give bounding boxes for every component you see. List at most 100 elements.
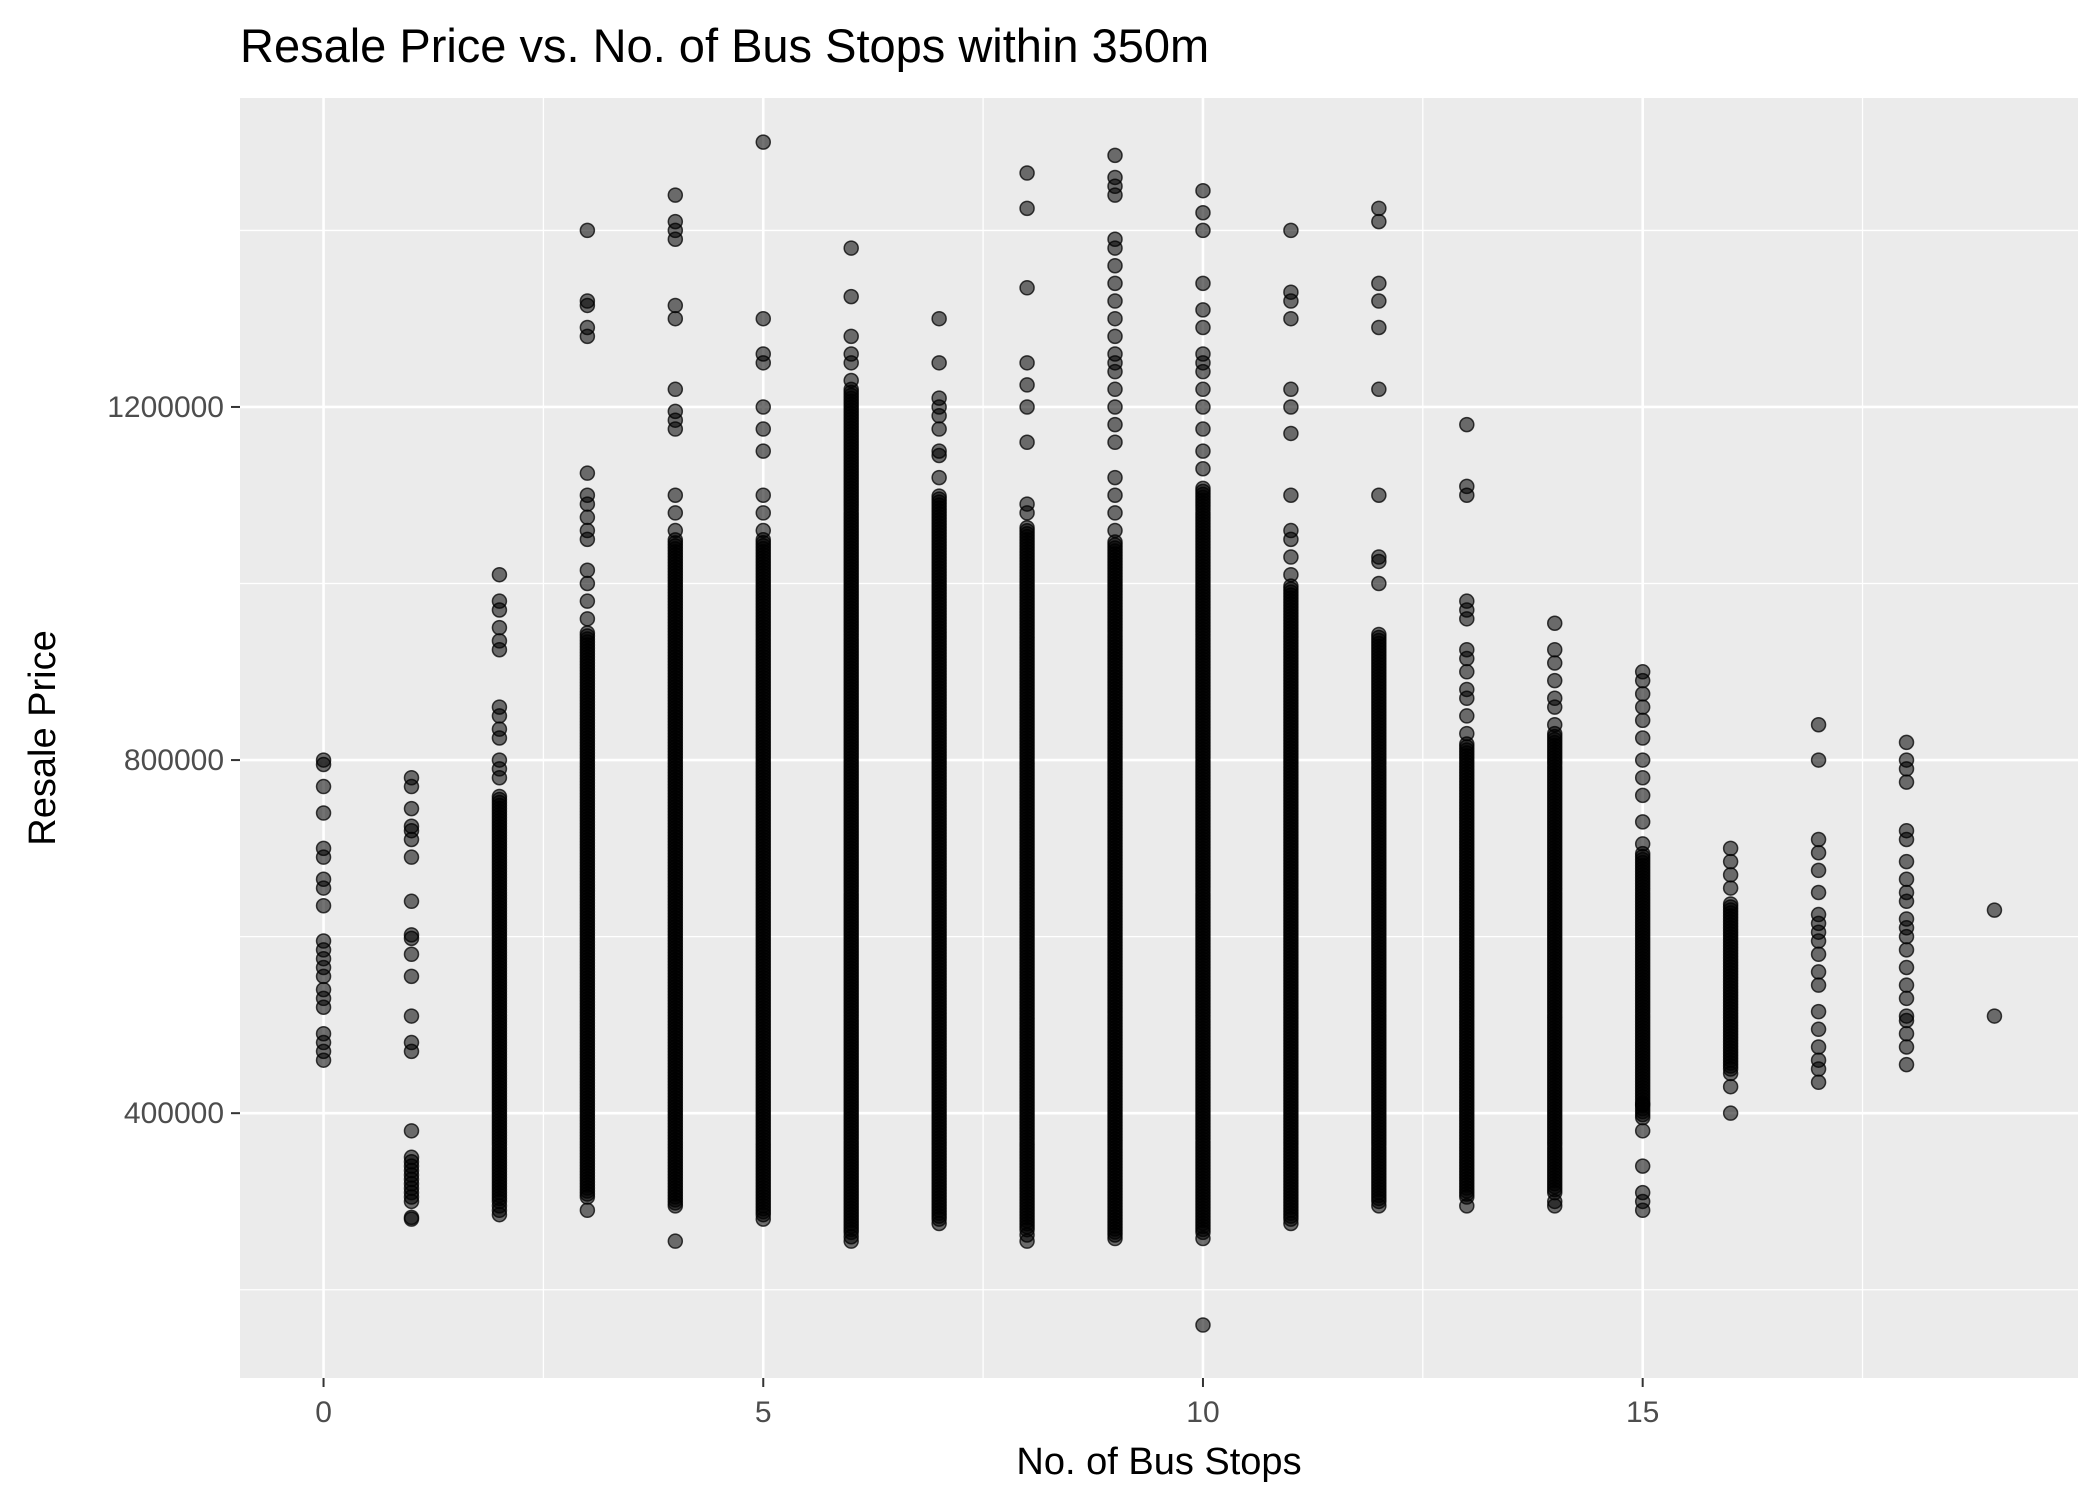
data-point (1107, 257, 1123, 274)
data-point (1898, 822, 1915, 839)
data-point (1019, 280, 1035, 296)
data-point (1634, 730, 1651, 746)
data-point (1722, 867, 1739, 883)
data-point (1459, 641, 1475, 658)
data-point (1371, 200, 1387, 217)
data-point (1986, 1008, 2003, 1024)
data-point (1107, 275, 1123, 292)
data-point (315, 981, 332, 998)
data-points (315, 134, 2003, 1333)
data-point (1810, 717, 1827, 733)
data-point (755, 505, 772, 521)
data-point (843, 372, 859, 389)
data-point (931, 421, 947, 437)
data-point (1107, 310, 1123, 327)
data-point (1634, 814, 1651, 830)
data-point (1898, 774, 1915, 790)
data-point (1371, 1198, 1387, 1214)
data-point (1810, 831, 1827, 848)
data-point (1107, 231, 1123, 247)
data-point (1459, 725, 1475, 742)
data-point (1898, 977, 1915, 993)
data-point (1019, 434, 1035, 451)
data-point (1107, 346, 1123, 362)
data-point (1195, 182, 1211, 199)
data-point (1283, 1215, 1299, 1232)
data-point (1634, 769, 1651, 786)
data-point (1459, 664, 1475, 680)
data-point (1283, 487, 1299, 503)
data-point (1722, 1065, 1739, 1082)
data-point (1634, 1123, 1651, 1139)
data-point (1898, 1025, 1915, 1042)
data-point (1898, 853, 1915, 870)
data-point (1898, 911, 1915, 927)
data-point (1722, 896, 1739, 912)
data-point (1986, 902, 2003, 918)
data-point (1371, 575, 1387, 592)
data-point (1195, 222, 1211, 239)
data-point (667, 213, 684, 230)
data-point (1283, 399, 1299, 415)
data-point (315, 752, 332, 768)
data-point (1283, 222, 1299, 239)
data-point (1634, 752, 1651, 768)
data-point (1546, 672, 1563, 689)
data-point (931, 1215, 947, 1232)
data-point (755, 134, 772, 150)
data-point (1810, 964, 1827, 980)
data-point (1107, 469, 1123, 486)
data-point (1107, 1230, 1123, 1247)
data-point (403, 1008, 420, 1024)
data-point (315, 778, 332, 795)
data-point (315, 897, 332, 914)
data-point (1283, 284, 1299, 300)
data-point (1107, 434, 1123, 451)
data-point (843, 288, 859, 305)
data-point (1459, 478, 1475, 495)
data-point (843, 346, 859, 362)
data-point (843, 328, 859, 345)
data-point (1898, 942, 1915, 958)
x-tick-label: 15 (1626, 1396, 1659, 1429)
data-point (1195, 1230, 1211, 1247)
data-point (579, 611, 596, 627)
data-point (1810, 977, 1827, 993)
data-point (1634, 1096, 1651, 1113)
data-point (1019, 519, 1035, 536)
data-point (755, 399, 772, 415)
data-point (1546, 717, 1563, 733)
data-point (1898, 1008, 1915, 1024)
data-point (1722, 853, 1739, 870)
data-point (315, 805, 332, 821)
data-point (1107, 399, 1123, 415)
data-point (1810, 1039, 1827, 1055)
data-point (579, 509, 596, 526)
data-point (1546, 1193, 1563, 1210)
data-point (491, 619, 508, 636)
data-point (403, 849, 420, 865)
data-point (1195, 205, 1211, 221)
data-point (1722, 840, 1739, 857)
data-point (1107, 169, 1123, 186)
data-point (1634, 664, 1651, 680)
data-point (1371, 487, 1387, 503)
data-point (1810, 1021, 1827, 1038)
data-point (1634, 1184, 1651, 1201)
data-point (403, 927, 420, 943)
data-point (1195, 302, 1211, 318)
data-point (1898, 1039, 1915, 1055)
x-axis-title: No. of Bus Stops (1016, 1441, 1301, 1483)
data-point (755, 346, 772, 362)
data-point (1283, 381, 1299, 398)
data-point (1195, 443, 1211, 459)
data-point (1195, 319, 1211, 336)
data-point (1107, 505, 1123, 521)
data-point (315, 871, 332, 887)
data-point (315, 933, 332, 949)
data-point (667, 297, 684, 314)
data-point (579, 522, 596, 539)
data-point (491, 593, 508, 609)
data-point (931, 390, 947, 406)
data-point (403, 946, 420, 963)
